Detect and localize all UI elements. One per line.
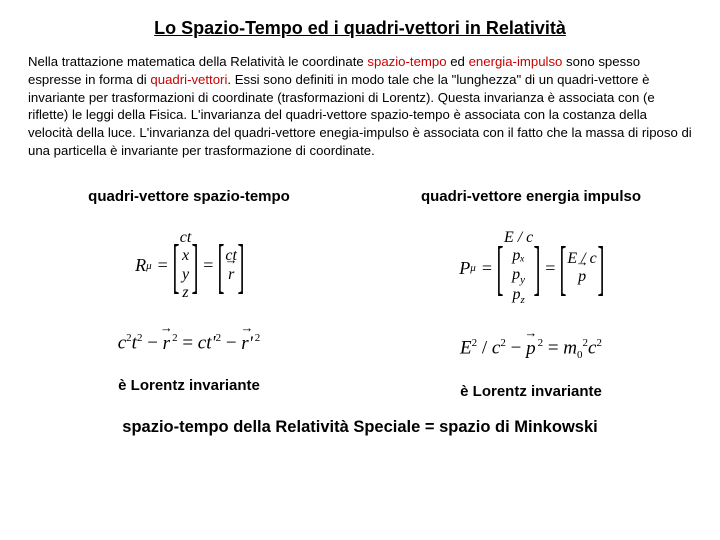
le-f: r' <box>241 333 252 355</box>
intro-paragraph: Nella trattazione matematica della Relat… <box>28 53 692 160</box>
columns: quadri-vettore spazio-tempo Rμ = [ ct x … <box>28 188 692 401</box>
rv-cs: y <box>520 274 525 286</box>
right-invariant-eq: E2 / c2 − p2 = m02c2 <box>460 337 602 361</box>
re-d: m <box>563 338 577 359</box>
rv2-b: p <box>578 268 586 286</box>
right-symbol: P <box>459 258 470 279</box>
right-invariant-label: è Lorentz invariante <box>460 383 602 400</box>
re-a: E <box>460 338 472 359</box>
left-invariant-label: è Lorentz invariante <box>118 377 260 394</box>
para-r1: spazio-tempo <box>367 54 446 69</box>
right-vector-formula: Pμ = [ E / c pₓ py pz ] = [ E / c <box>459 227 602 309</box>
rv-b: pₓ <box>512 247 525 264</box>
lv-d: z <box>182 284 188 302</box>
lv-b: x <box>182 247 189 265</box>
le-e: t' <box>206 333 215 354</box>
para-t2: ed <box>447 54 469 69</box>
le-c: r <box>163 333 170 355</box>
left-sup: μ <box>146 260 152 272</box>
lv2-b: r <box>228 266 234 284</box>
lv-c: y <box>182 266 189 284</box>
rv-ds: z <box>520 295 524 307</box>
right-sup: μ <box>470 262 476 274</box>
left-invariant-eq: c2t2 − r2 = ct'2 − r'2 <box>118 332 261 354</box>
para-t1: Nella trattazione matematica della Relat… <box>28 54 367 69</box>
le-d: c <box>198 333 206 354</box>
right-column: quadri-vettore energia impulso Pμ = [ E … <box>370 188 692 401</box>
rv-c: p <box>512 266 520 283</box>
left-heading: quadri-vettore spazio-tempo <box>88 188 290 205</box>
left-column: quadri-vettore spazio-tempo Rμ = [ ct x … <box>28 188 350 401</box>
footer-line: spazio-tempo della Relatività Speciale =… <box>28 418 692 437</box>
right-heading: quadri-vettore energia impulso <box>421 188 641 205</box>
page-title: Lo Spazio-Tempo ed i quadri-vettori in R… <box>28 18 692 39</box>
para-r2: energia-impulso <box>469 54 563 69</box>
lv-a: ct <box>180 229 192 247</box>
rv-a: E / c <box>504 229 533 247</box>
left-symbol: R <box>135 255 146 276</box>
left-vector-formula: Rμ = [ ct x y z ] = [ ct <box>135 227 243 305</box>
re-c: p <box>526 338 536 360</box>
le-a: c <box>118 333 126 354</box>
para-r3: quadri-vettori <box>150 72 227 87</box>
